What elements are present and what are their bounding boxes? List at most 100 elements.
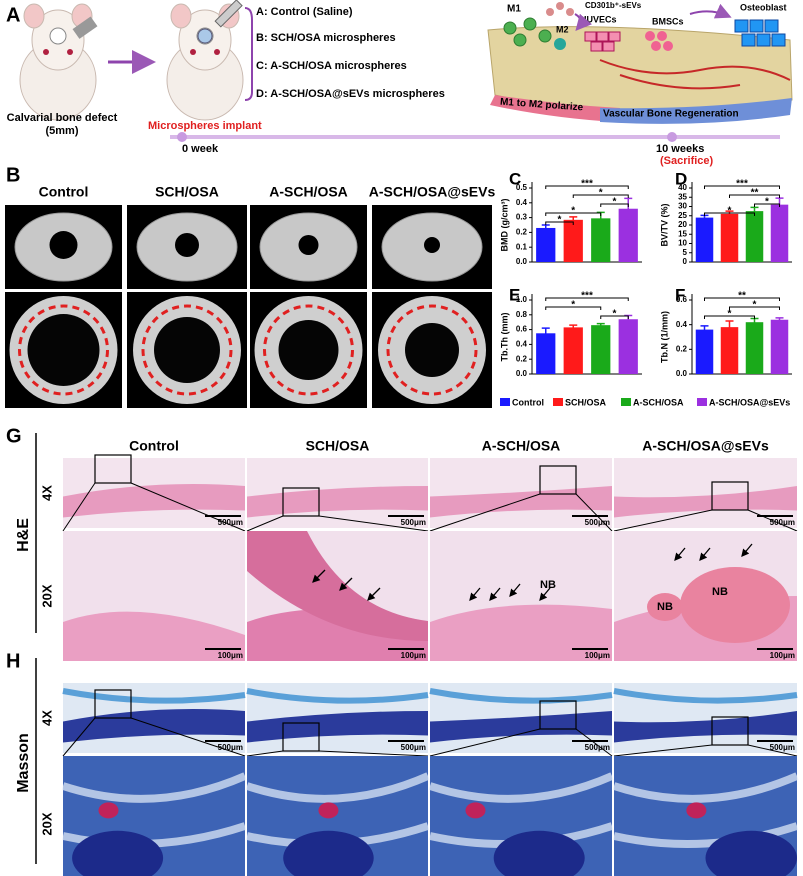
osteoblast (756, 33, 771, 47)
bmsc (651, 41, 661, 51)
significance-label: *** (581, 291, 593, 302)
bar (720, 213, 739, 262)
m1-cell (523, 17, 537, 31)
rat-eye (67, 49, 73, 55)
scale-label: 100μm (218, 651, 243, 660)
osteoblast (764, 19, 779, 33)
scale-label: 500μm (770, 743, 795, 752)
panel-label: C (509, 169, 521, 188)
y-tick-label: 10 (678, 239, 687, 248)
collagen (612, 772, 799, 848)
y-tick-label: 0.4 (676, 320, 688, 329)
bar (770, 204, 789, 262)
error-bar (624, 197, 633, 220)
bar (618, 208, 638, 262)
cell-arrow (741, 543, 753, 557)
label: 10 weeks (656, 143, 704, 155)
label: Calvarial bone defect (7, 112, 118, 124)
y-tick-label: 0.2 (516, 228, 528, 237)
label: Microspheres implant (148, 120, 262, 132)
significance-bracket (545, 212, 602, 216)
zoom-line (429, 493, 541, 532)
y-tick-label: 0.3 (516, 213, 528, 222)
zoom-line (130, 482, 246, 532)
label: Osteoblast (740, 2, 787, 12)
zoom-box (539, 700, 577, 730)
zoom-line (318, 750, 429, 757)
scale-label: 500μm (218, 518, 243, 527)
cell-arrow (674, 547, 686, 561)
cell-arrow (367, 587, 381, 601)
tissue (247, 531, 428, 641)
osteoblast (749, 19, 764, 33)
tissue-band (63, 484, 245, 518)
flow-arrow (574, 13, 592, 32)
defect-hole (424, 237, 440, 253)
defect-hole (175, 233, 199, 257)
y-tick-label: 0.5 (516, 183, 528, 192)
tissue-band (247, 711, 428, 743)
flow-arrow (689, 3, 732, 19)
defect (49, 27, 67, 45)
zoom-line (613, 509, 713, 532)
zoom-line (613, 744, 713, 757)
y-tick-label: 15 (678, 229, 687, 238)
bar (563, 219, 583, 262)
legend-swatch (553, 398, 563, 406)
bmsc (663, 41, 673, 51)
stain-label: Masson (15, 733, 32, 793)
magnification-label: 4X (39, 710, 54, 726)
tissue-band (247, 486, 428, 518)
osteoblast (734, 19, 749, 33)
tissue-band (614, 486, 797, 518)
osteoblast (771, 33, 786, 47)
magnification-label: 20X (39, 812, 54, 835)
label: (5mm) (45, 125, 78, 137)
rat-eye (190, 49, 196, 55)
rat-eye (214, 49, 220, 55)
cell-arrow (339, 577, 353, 591)
significance-label: * (613, 197, 617, 208)
error-bar (700, 325, 709, 335)
collagen (62, 688, 246, 704)
bmsc (645, 31, 655, 41)
zoom-line (575, 493, 613, 532)
zoom-line (429, 728, 541, 757)
zoom-box (539, 465, 577, 495)
scale-label: 500μm (218, 743, 243, 752)
tissue (430, 604, 612, 661)
polarize-band (490, 95, 620, 122)
legend-swatch (621, 398, 631, 406)
regen-band (600, 98, 792, 124)
y-axis-label: Tb.N (1/mm) (659, 311, 669, 363)
error-bar (541, 327, 550, 340)
m2-cell (554, 38, 566, 50)
zoom-box (282, 722, 320, 752)
huvec (602, 41, 615, 52)
significance-bracket (545, 297, 629, 301)
cell-arrow (489, 587, 501, 601)
defect-hole (298, 235, 319, 255)
y-tick-label: 1.0 (516, 295, 528, 304)
significance-bracket (572, 194, 629, 198)
magnification-label: 20X (39, 584, 54, 607)
time-dot (667, 132, 677, 142)
y-tick-label: 0.6 (516, 325, 528, 334)
zoom-box (711, 481, 749, 511)
bar (591, 218, 611, 262)
y-tick-label: 0.4 (516, 340, 528, 349)
zoom-line (62, 482, 96, 532)
syringe (214, 0, 243, 28)
y-tick-label: 35 (678, 192, 687, 201)
y-tick-label: 0.2 (676, 344, 688, 353)
zoom-line (62, 717, 96, 757)
panel-label: D (675, 169, 687, 188)
collagen (429, 688, 613, 704)
significance-label: * (558, 215, 562, 226)
zoom-box (711, 716, 749, 746)
significance-bracket (754, 203, 780, 207)
error-bar (569, 324, 578, 331)
label: (Sacrifice) (660, 155, 714, 167)
zoom-line (130, 717, 246, 757)
label: HUVECs (580, 14, 617, 24)
